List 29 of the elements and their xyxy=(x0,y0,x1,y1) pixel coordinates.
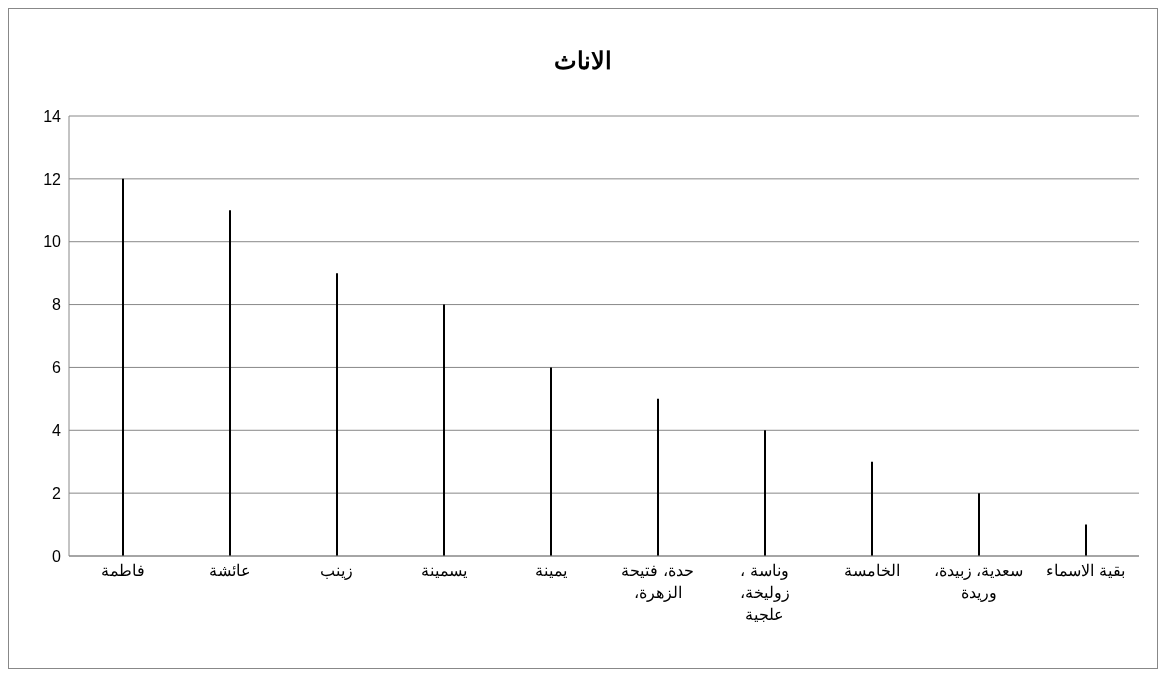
y-tick-label: 12 xyxy=(43,170,62,188)
bar xyxy=(229,210,231,556)
y-tick-label: 6 xyxy=(52,359,62,377)
x-tick-label: عائشة xyxy=(208,562,251,579)
y-tick-label: 2 xyxy=(52,484,62,502)
bar xyxy=(122,178,124,556)
chart-title: الاناث xyxy=(553,47,613,75)
y-tick-label: 0 xyxy=(52,547,62,565)
x-tick-label: يسمينة xyxy=(420,562,467,579)
y-tick-label: 10 xyxy=(43,233,62,251)
bar xyxy=(336,273,338,556)
bar xyxy=(550,367,552,556)
x-tick-label: بقية الاسماء xyxy=(1046,562,1125,579)
x-tick-label: وناسة ، زوليخة، علجية xyxy=(739,562,790,623)
bar xyxy=(764,430,766,556)
y-tick-label: 8 xyxy=(52,296,62,314)
bar xyxy=(657,398,659,556)
y-tick-label: 4 xyxy=(52,421,62,439)
x-tick-label: يمينة xyxy=(534,562,567,579)
x-tick-label: الخامسة xyxy=(843,562,900,579)
x-tick-label: فاطمة xyxy=(100,562,145,579)
x-tick-label: سعدية، زبيدة، وريدة xyxy=(933,562,1024,602)
bar xyxy=(1085,524,1087,556)
bar xyxy=(978,493,980,556)
x-tick-label: زينب xyxy=(320,562,353,580)
y-tick-label: 14 xyxy=(43,107,62,125)
bar xyxy=(871,461,873,556)
x-tick-label: حدة، فتيحة الزهرة، xyxy=(621,562,694,602)
bar xyxy=(443,304,445,556)
